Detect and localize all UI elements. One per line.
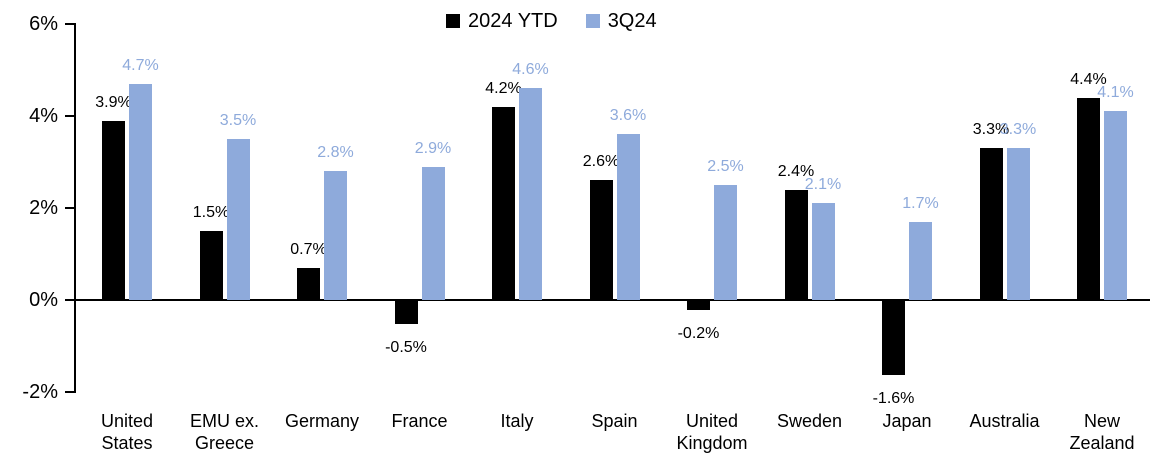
bar-value-label: 2.4%	[777, 162, 815, 180]
bar-value-label: 2.1%	[804, 176, 842, 194]
x-axis-category-label: United States	[100, 411, 154, 453]
bar-value-label: -0.2%	[677, 325, 720, 343]
y-axis-tick-mark	[65, 391, 74, 393]
bar-series2	[519, 88, 542, 300]
bar-value-label: 3.5%	[219, 112, 257, 129]
x-axis-category-label: Germany	[284, 411, 360, 431]
bar-series1	[784, 189, 808, 300]
y-axis-tick-label: 0%	[29, 289, 58, 311]
x-axis-category-label: Italy	[500, 411, 534, 431]
legend-item-2024-ytd: 2024 YTD	[446, 11, 558, 31]
y-axis-line	[74, 23, 76, 393]
bar-series1	[979, 148, 1003, 300]
legend-label-3q24: 3Q24	[607, 10, 657, 32]
bar-value-label: 3.3%	[999, 121, 1037, 139]
bar-series2	[714, 185, 737, 300]
bar-value-label: 0.7%	[290, 240, 327, 258]
bar-value-label: 2.8%	[317, 144, 354, 162]
y-axis-tick-mark	[65, 23, 74, 25]
x-axis-category-label: Spain	[591, 411, 638, 431]
bar-series2	[1006, 148, 1030, 300]
legend-swatch-2024-ytd	[446, 14, 460, 28]
bar-value-label: 2.5%	[707, 158, 744, 175]
y-axis-tick-label: 6%	[29, 13, 58, 35]
bar-value-label: 1.7%	[902, 194, 939, 212]
y-axis-tick-label: 4%	[29, 105, 58, 127]
bar-series1	[687, 301, 710, 311]
x-axis-category-label: Sweden	[776, 411, 843, 431]
bar-series1	[199, 231, 223, 300]
x-axis-category-label: Japan	[882, 411, 932, 431]
chart-legend: 2024 YTD 3Q24	[446, 11, 657, 31]
bar-series1	[589, 180, 613, 300]
bar-series1	[394, 301, 418, 324]
bar-series2	[421, 166, 445, 300]
bar-series2	[226, 139, 250, 300]
x-axis-category-label: New Zealand	[1069, 411, 1135, 453]
legend-label-2024-ytd: 2024 YTD	[468, 10, 558, 32]
bar-series2	[324, 171, 347, 300]
bar-series2	[909, 221, 932, 300]
bar-value-label: 2.6%	[582, 153, 620, 171]
bar-value-label: 3.3%	[972, 121, 1010, 139]
bar-value-label: 4.1%	[1097, 84, 1134, 102]
x-axis-category-label: United Kingdom	[676, 411, 748, 453]
bar-value-label: 3.9%	[95, 93, 132, 111]
bar-value-label: 4.2%	[485, 79, 522, 97]
bar-series1	[102, 120, 125, 300]
bar-series2	[811, 203, 835, 300]
bar-series1	[882, 301, 905, 375]
bar-value-label: 4.6%	[512, 61, 549, 79]
bar-value-label: 3.6%	[609, 107, 647, 125]
bar-series2	[616, 134, 640, 300]
y-axis-tick-mark	[65, 299, 74, 301]
x-axis-line	[74, 299, 1150, 301]
y-axis-tick-label: -2%	[22, 381, 58, 403]
bar-value-label: 4.4%	[1070, 70, 1107, 88]
bar-series1	[297, 267, 320, 300]
bar-series1	[492, 106, 515, 300]
legend-swatch-3q24	[585, 14, 600, 28]
bar-value-label: 4.7%	[122, 56, 159, 74]
x-axis-category-label: EMU ex. Greece	[189, 411, 259, 453]
bar-value-label: 1.5%	[192, 204, 230, 221]
y-axis-tick-mark	[65, 207, 74, 209]
y-axis-tick-label: 2%	[29, 197, 58, 219]
bar-series2	[129, 83, 152, 300]
bar-value-label: -1.6%	[872, 389, 915, 407]
legend-item-3q24: 3Q24	[585, 10, 657, 32]
y-axis-tick-mark	[65, 115, 74, 117]
bar-value-label: 2.9%	[414, 139, 452, 157]
bar-series2	[1104, 111, 1127, 300]
bar-series1	[1077, 97, 1100, 300]
bar-value-label: -0.5%	[385, 339, 427, 356]
x-axis-category-label: Australia	[969, 411, 1040, 431]
x-axis-category-label: France	[391, 411, 448, 431]
